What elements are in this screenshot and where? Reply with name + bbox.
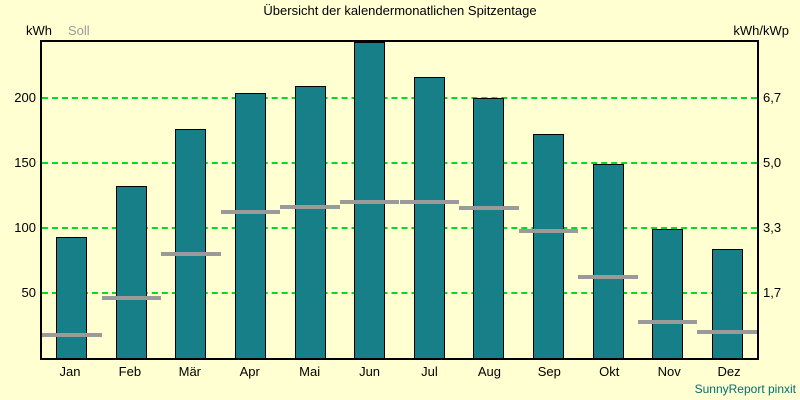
- gridline-50: [42, 291, 757, 294]
- x-axis-label-dez: Dez: [717, 364, 741, 379]
- x-axis-label-feb: Feb: [118, 364, 142, 379]
- soll-line-dez: [697, 330, 757, 334]
- gridline-100: [42, 226, 757, 229]
- chart-bar-jul: [413, 77, 445, 358]
- soll-line-sep: [518, 229, 579, 233]
- x-axis-label-jul: Jul: [421, 364, 438, 379]
- y-axis-tick-left: 100: [14, 219, 36, 235]
- x-axis-month-labels: Jan Feb Mär Apr Mai Jun Jul Aug Sep Okt Nov Dez: [40, 364, 759, 379]
- soll-line-mär: [161, 252, 221, 256]
- x-axis-label-jan: Jan: [59, 364, 81, 379]
- gridline-150: [42, 161, 757, 164]
- y-axis-tick-right: 6,7: [763, 89, 782, 105]
- soll-line-apr: [220, 210, 281, 214]
- chart-bar-nov: [652, 229, 684, 358]
- chart-bar-jan: [56, 237, 88, 358]
- soll-line-jun: [339, 200, 400, 204]
- soll-line-nov: [637, 320, 698, 324]
- x-axis-label-aug: Aug: [477, 364, 501, 379]
- chart-bar-sep: [532, 134, 564, 358]
- x-axis-label-sep: Sep: [537, 364, 561, 379]
- y-axis-tick-left: 200: [14, 89, 36, 105]
- plot-area: [40, 40, 759, 360]
- soll-legend-label: Soll: [68, 23, 90, 38]
- y-axis-tick-left: 50: [21, 284, 36, 300]
- y-axis-tick-left: 150: [14, 154, 36, 170]
- chart-bar-feb: [115, 186, 147, 358]
- x-axis-label-okt: Okt: [599, 364, 620, 379]
- right-axis-unit-label: kWh/kWp: [733, 23, 789, 38]
- credit-text: SunnyReport pinxit: [694, 382, 796, 396]
- x-axis-label-apr: Apr: [239, 364, 260, 379]
- soll-line-jul: [399, 200, 460, 204]
- left-axis-unit-label: kWh: [26, 23, 52, 38]
- y-axis-tick-right: 3,3: [763, 219, 782, 235]
- chart-bar-dez: [711, 249, 743, 358]
- chart-bar-apr: [235, 93, 267, 358]
- x-axis-label-nov: Nov: [657, 364, 681, 379]
- page-title: Übersicht der kalendermonatlichen Spitze…: [263, 3, 537, 18]
- x-axis-label-mär: Mär: [178, 364, 201, 379]
- soll-line-feb: [101, 296, 162, 300]
- x-axis-label-mai: Mai: [299, 364, 321, 379]
- chart-bar-mai: [294, 86, 326, 358]
- soll-line-jan: [42, 333, 102, 337]
- soll-line-okt: [578, 275, 638, 279]
- y-axis-tick-right: 5,0: [763, 154, 782, 170]
- chart-bar-mär: [175, 129, 207, 358]
- chart-bar-okt: [592, 164, 624, 358]
- gridline-200: [42, 96, 757, 99]
- chart-bar-aug: [473, 98, 505, 358]
- soll-line-mai: [280, 205, 340, 209]
- soll-line-aug: [459, 206, 519, 210]
- y-axis-tick-right: 1,7: [763, 284, 782, 300]
- x-axis-label-jun: Jun: [359, 364, 381, 379]
